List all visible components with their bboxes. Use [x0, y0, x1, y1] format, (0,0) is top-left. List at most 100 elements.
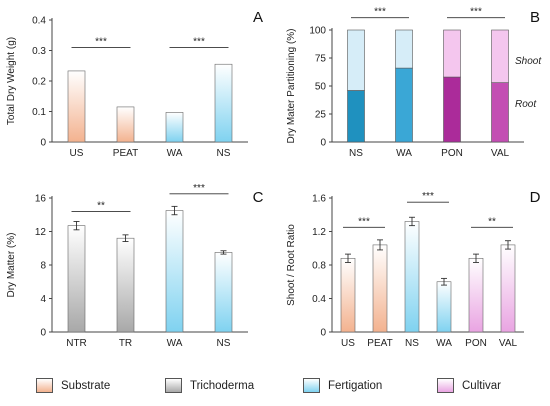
panel-a-significance-label: ***: [95, 36, 107, 47]
panel-d-error-bar: [409, 216, 415, 227]
legend-swatch: [437, 378, 454, 393]
panel-b-significance-label: ***: [470, 7, 482, 18]
panel-d-y-tick-label: 1.6: [312, 194, 326, 205]
legend-label: Trichoderma: [190, 379, 255, 392]
panel-b-y-tick-label: 25: [315, 110, 327, 121]
legend-item-fertigation: Fertigation: [303, 378, 382, 393]
panel-c-y-tick-label: 12: [35, 227, 47, 238]
panel-c-x-tick-label: NS: [217, 338, 231, 349]
panel-a-y-tick-label: 0.4: [32, 16, 46, 27]
panel-d-x-tick-label: VAL: [499, 338, 518, 349]
legend-item-substrate: Substrate: [36, 378, 110, 393]
panel-d-bar-us: [340, 257, 356, 333]
panel-c-significance-label: ***: [193, 183, 205, 194]
panel-c-bar-tr: [116, 237, 135, 333]
panel-d-bar-pon: [468, 257, 484, 333]
legend-item-trichoderma: Trichoderma: [165, 378, 254, 393]
panel-b-x-tick-label: NS: [349, 148, 363, 159]
legend-swatch: [36, 378, 53, 393]
panel-c-bar-ntr: [67, 225, 86, 333]
panel-d-letter: D: [530, 189, 541, 206]
panel-c-x-tick-label: WA: [167, 338, 183, 349]
panel-b-y-tick-label: 0: [320, 138, 326, 149]
panel-b-significance-label: ***: [374, 7, 386, 18]
panel-b-letter: B: [530, 9, 540, 26]
legend-label: Cultivar: [462, 379, 501, 392]
panel-b-bar-shoot-val: [491, 29, 509, 83]
panel-d-y-axis-label: Shoot / Root Ratio: [286, 224, 297, 306]
panel-d-bar-peat: [372, 244, 388, 333]
panel-d-error-bar: [441, 277, 447, 286]
panel-d-error-bar: [345, 253, 351, 263]
panel-b-x-tick-label: WA: [396, 148, 412, 159]
panel-a-bar-peat: [116, 106, 135, 143]
panel-b-bar-shoot-pon: [443, 29, 461, 78]
legend-label: Substrate: [61, 379, 111, 392]
panel-c-y-tick-label: 16: [35, 194, 47, 205]
panel-a-y-tick-label: 0.3: [32, 46, 46, 57]
panel-a-x-tick-label: US: [70, 148, 84, 159]
legend-label: Fertigation: [328, 379, 383, 392]
panel-c-y-tick-label: 8: [40, 261, 46, 272]
panel-d-x-tick-label: WA: [436, 338, 452, 349]
panel-a-y-tick-label: 0.1: [32, 107, 46, 118]
panel-a-bar-us: [67, 70, 86, 143]
panel-b-bar-shoot-ns: [347, 29, 365, 91]
panel-c-error-bar: [220, 250, 227, 255]
panel-a-y-tick-label: 0.2: [32, 77, 46, 88]
panel-c-error-bar: [171, 205, 178, 216]
panel-b-bar-shoot-wa: [395, 29, 413, 69]
panel-a-letter: A: [253, 9, 263, 26]
panel-d-y-tick-label: 0.8: [312, 261, 326, 272]
panel-c-error-bar: [73, 220, 80, 231]
panel-c-y-tick-label: 0: [40, 328, 46, 339]
panel-c-significance-label: **: [97, 200, 105, 211]
panel-b-y-tick-label: 50: [315, 82, 327, 93]
panel-c-x-tick-label: NTR: [66, 338, 87, 349]
figure: 0 0.1 0.2 0.3 0.4 Total Dry Weight (g) A US PEAT…: [6, 7, 542, 349]
panel-d-x-tick-label: PON: [465, 338, 487, 349]
panel-b-y-tick-label: 75: [315, 54, 327, 65]
panel-b-x-tick-label: VAL: [491, 148, 510, 159]
panel-d-error-bar: [473, 253, 479, 263]
panel-d-significance-label: ***: [358, 216, 370, 227]
panel-c-error-bar: [122, 234, 129, 243]
panel-d-x-tick-label: PEAT: [367, 338, 392, 349]
panel-a-bar-ns: [214, 63, 233, 143]
legend-swatch: [303, 378, 320, 393]
legend: Substrate Trichoderma Fertigation Cultivar: [0, 372, 550, 402]
panel-d-significance-label: **: [488, 216, 496, 227]
panel-a-y-axis-label: Total Dry Weight (g): [6, 37, 17, 125]
panel-b-x-tick-label: PON: [441, 148, 463, 159]
panel-d-y-tick-label: 0.4: [312, 294, 326, 305]
panel-b-bar-root-val: [491, 82, 509, 143]
panel-d-y-tick-label: 0: [320, 328, 326, 339]
panel-a-y-tick-label: 0: [40, 138, 46, 149]
panel-a-bar-wa: [165, 112, 184, 143]
panel-d-bar-wa: [436, 281, 452, 333]
panel-c-y-axis-label: Dry Matter (%): [6, 233, 17, 298]
panel-c-bar-ns: [214, 252, 233, 333]
panel-c-letter: C: [253, 189, 264, 206]
panel-c-bar-wa: [165, 210, 184, 333]
legend-swatch: [165, 378, 182, 393]
panel-a-significance-label: ***: [193, 36, 205, 47]
panel-c-y-tick-label: 4: [40, 294, 46, 305]
panel-d-error-bar: [505, 240, 511, 250]
panel-d-significance-label: ***: [422, 191, 434, 202]
panel-b-root-label: Root: [515, 99, 537, 110]
panel-d-y-tick-label: 1.2: [312, 227, 326, 238]
panel-d-bar-val: [500, 244, 516, 333]
panel-b-bar-root-ns: [347, 90, 365, 143]
panel-c-x-tick-label: TR: [119, 338, 132, 349]
panel-b-bar-root-wa: [395, 67, 413, 143]
panel-a-x-tick-label: NS: [217, 148, 231, 159]
panel-d-x-tick-label: US: [341, 338, 355, 349]
panel-d-x-tick-label: NS: [405, 338, 419, 349]
panel-a-x-tick-label: WA: [167, 148, 183, 159]
panel-d-bar-ns: [404, 221, 420, 333]
panel-b-y-tick-label: 100: [309, 26, 326, 37]
panel-a-x-tick-label: PEAT: [113, 148, 138, 159]
panel-b-bar-root-pon: [443, 76, 461, 143]
panel-b-y-axis-label: Dry Mater Partitioning (%): [286, 28, 297, 143]
